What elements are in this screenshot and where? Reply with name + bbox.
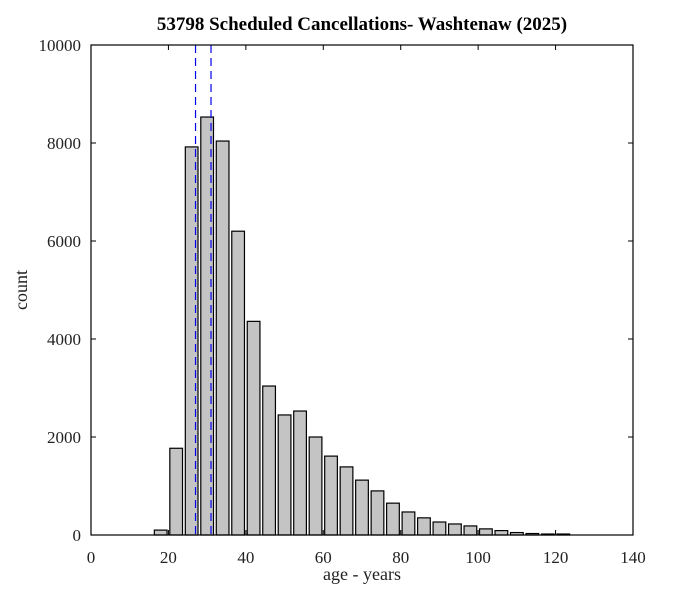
histogram-bar	[355, 479, 369, 536]
histogram-bar	[416, 517, 431, 536]
histogram-bar	[478, 528, 493, 536]
x-axis-label: age - years	[323, 564, 401, 584]
y-tick-label: 8000	[47, 134, 81, 153]
histogram-bar	[386, 502, 400, 536]
histogram-bar	[370, 490, 385, 536]
bars-group	[153, 116, 571, 536]
y-tick-label: 6000	[47, 232, 81, 251]
plot-frame	[90, 44, 634, 536]
histogram-bar	[308, 436, 323, 536]
histogram-bar	[447, 523, 462, 536]
x-tick-label: 140	[620, 548, 646, 567]
x-tick-label: 40	[237, 548, 254, 567]
histogram-bar	[494, 529, 509, 536]
histogram-bar	[293, 410, 308, 536]
y-axis-ticks: 0 2000 4000 6000 8000 10000	[39, 36, 633, 545]
histogram-bar	[169, 447, 184, 536]
histogram-bar	[324, 455, 338, 536]
x-tick-label: 120	[543, 548, 569, 567]
x-tick-label: 80	[392, 548, 409, 567]
histogram-bar	[463, 525, 478, 536]
y-tick-label: 2000	[47, 428, 81, 447]
x-axis-ticks: 0 20 40 60 80 100 120 140	[87, 45, 646, 567]
reference-lines	[194, 45, 212, 535]
histogram-bar	[262, 385, 277, 536]
histogram-bar	[432, 521, 447, 536]
x-tick-label: 0	[87, 548, 96, 567]
histogram-bar	[153, 529, 168, 536]
histogram-bar	[401, 511, 416, 536]
x-tick-label: 60	[315, 548, 332, 567]
y-tick-label: 4000	[47, 330, 81, 349]
histogram-bar	[246, 320, 261, 536]
y-axis-label: count	[11, 270, 31, 310]
y-tick-label: 0	[73, 526, 82, 545]
chart-title: 53798 Scheduled Cancellations- Washtenaw…	[157, 14, 567, 35]
histogram-bar	[277, 414, 292, 536]
x-tick-label: 20	[160, 548, 177, 567]
histogram-bar	[215, 140, 230, 536]
histogram-bar	[339, 466, 354, 536]
histogram-bar	[231, 230, 246, 536]
x-tick-label: 100	[465, 548, 491, 567]
y-tick-label: 10000	[39, 36, 82, 55]
